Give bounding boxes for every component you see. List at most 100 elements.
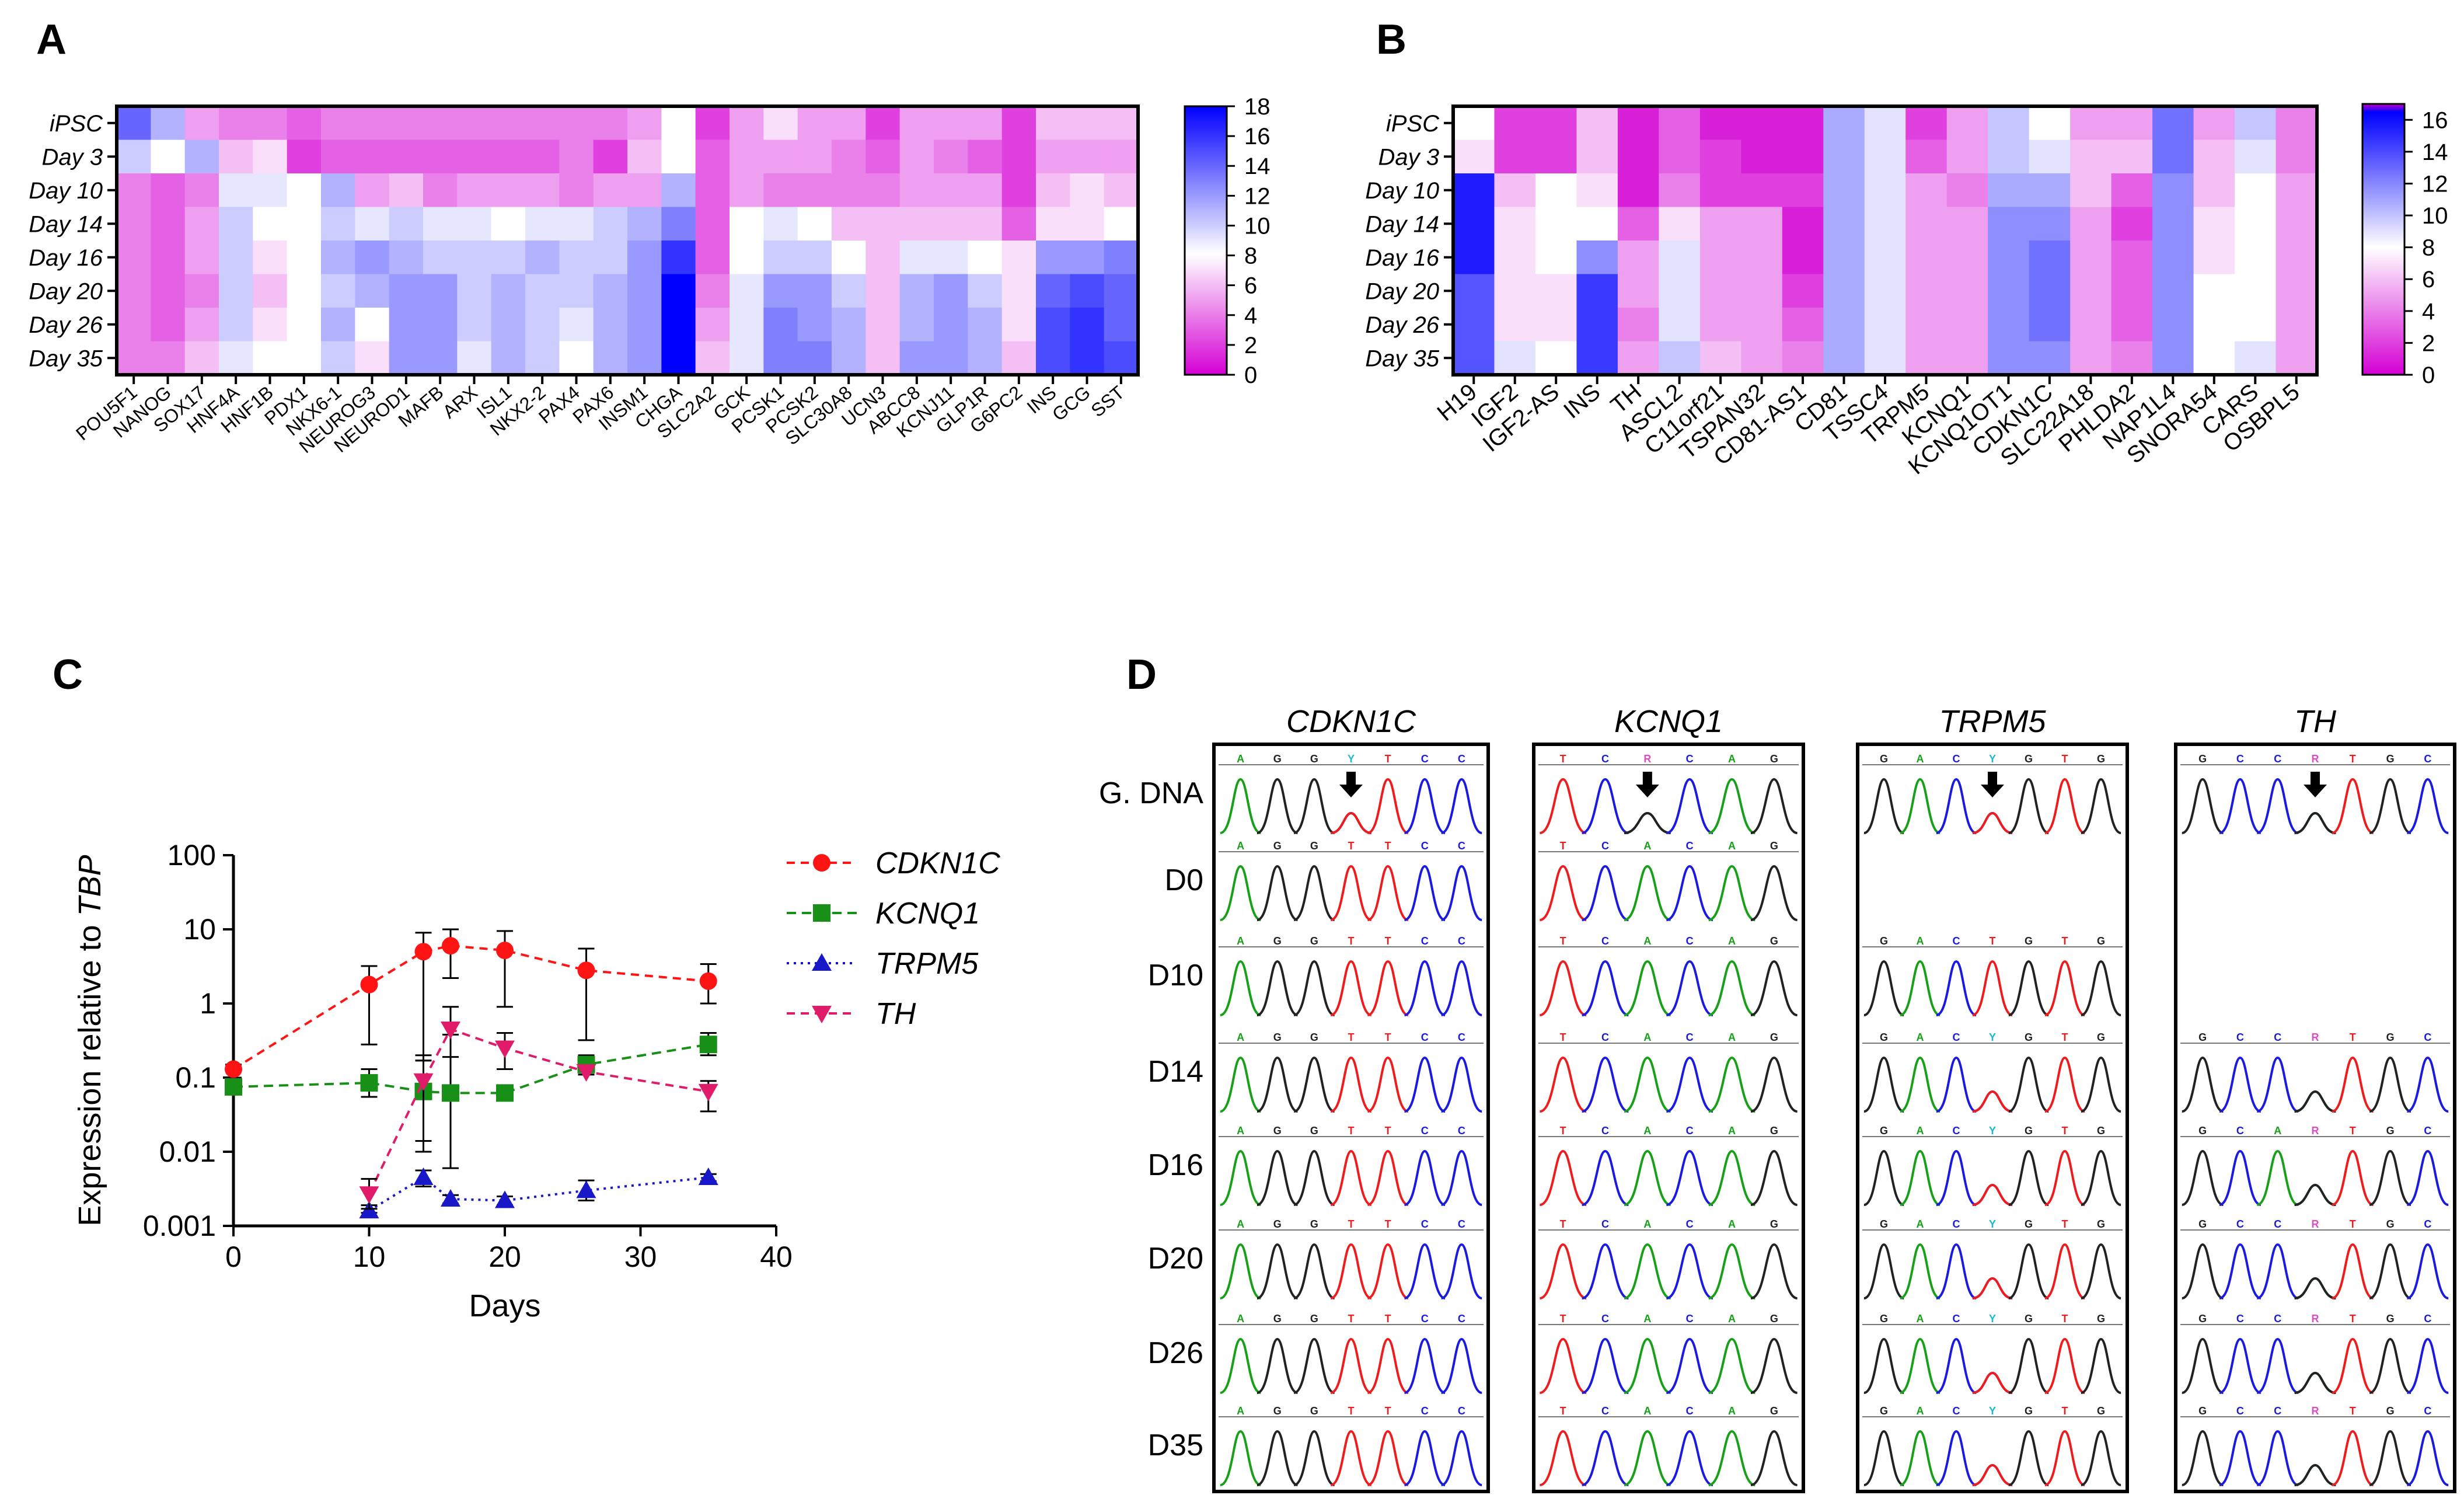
heatmap-cell	[832, 341, 866, 375]
row-label: D26	[1148, 1336, 1203, 1370]
trace-peak	[1539, 778, 1587, 834]
base-call: A	[1728, 753, 1736, 765]
base-call: R	[2312, 1405, 2319, 1417]
heatmap-cell	[389, 207, 424, 241]
base-call: T	[2350, 1031, 2356, 1043]
legend-marker	[812, 1006, 832, 1023]
heatmap-cell	[593, 241, 628, 275]
trace-peak	[1708, 1149, 1755, 1206]
heatmap-cell	[2070, 140, 2112, 174]
trace-peak	[1539, 1056, 1587, 1113]
trace-peak	[1624, 1243, 1671, 1299]
heatmap-cell	[184, 274, 219, 308]
heatmap-cell	[1823, 274, 1865, 308]
trace-peak	[1582, 1243, 1629, 1299]
base-call: C	[1458, 1218, 1465, 1230]
heatmap-cell	[593, 274, 628, 308]
trace-peak	[1367, 1149, 1409, 1206]
base-call: C	[1601, 840, 1609, 852]
heatmap-cell	[321, 308, 355, 342]
heatmap-cell	[661, 173, 696, 208]
base-call: C	[1953, 753, 1960, 765]
column-label: ARX	[438, 382, 481, 423]
heatmap-cell	[832, 207, 866, 241]
trace-peak	[1666, 778, 1713, 834]
base-call: R	[2312, 1125, 2319, 1137]
heatmap-cell	[627, 140, 662, 174]
heatmap-cell	[1946, 308, 1988, 342]
trace-peak	[1257, 1337, 1299, 1394]
heatmap-cell	[2275, 106, 2318, 141]
heatmap-cell	[865, 140, 901, 174]
heatmap-cell	[457, 106, 492, 141]
heatmap-cell	[1988, 173, 2030, 208]
trace-peak	[1900, 960, 1941, 1016]
base-call: A	[1728, 1405, 1736, 1417]
heatmap-cell	[797, 106, 832, 141]
heatmap-cell	[2193, 341, 2235, 375]
base-call: A	[1237, 935, 1244, 947]
base-call: C	[1953, 1405, 1960, 1417]
trace-peak	[2406, 1056, 2449, 1113]
heatmap-cell	[2235, 308, 2277, 342]
heatmap-cell	[627, 308, 662, 342]
trace-peak	[1257, 1430, 1299, 1486]
colorbar-tick-label: 18	[1244, 94, 1271, 120]
colorbar-gradient	[1184, 105, 1228, 376]
base-call: T	[1560, 1125, 1566, 1137]
trace-peak	[1293, 1056, 1335, 1113]
trace-peak	[1404, 1243, 1446, 1299]
trace-peak	[2294, 811, 2336, 834]
series-trpm5	[359, 1168, 718, 1219]
trace-peak	[1624, 960, 1671, 1016]
base-call: C	[2274, 1313, 2281, 1325]
heatmap-cell	[797, 308, 832, 342]
base-call: C	[1601, 1405, 1609, 1417]
trace-peak	[1708, 865, 1755, 921]
base-call: A	[1728, 1125, 1736, 1137]
colorbar-gradient	[2361, 103, 2406, 376]
heatmap-cell	[355, 173, 390, 208]
heatmap-cell	[389, 341, 424, 375]
heatmap-cell	[2111, 207, 2153, 241]
heatmap-cell	[253, 241, 288, 275]
base-call: C	[1601, 1031, 1609, 1043]
data-point	[413, 1073, 434, 1091]
trace-peak	[1367, 1056, 1409, 1113]
trace-peak	[2219, 1149, 2261, 1206]
heatmap-cell	[2070, 173, 2112, 208]
trace-peak	[2008, 1430, 2049, 1486]
trace-peak	[1972, 1277, 2013, 1299]
base-call: T	[2350, 1125, 2356, 1137]
trace-peak	[2332, 1149, 2374, 1206]
panel-a: A iPSC Day 3 Day 10 Day 14 Day 16 Day 20 Day 2…	[29, 16, 1270, 457]
heatmap-cell	[865, 207, 901, 241]
trace-peak	[1582, 1149, 1629, 1206]
heatmap-cell	[661, 140, 696, 174]
data-point	[225, 1078, 242, 1096]
trace-peak	[2081, 1430, 2121, 1486]
base-call: G	[2198, 1218, 2207, 1230]
base-call: C	[1421, 1125, 1429, 1137]
base-call: C	[1953, 1125, 1960, 1137]
heatmap-cell	[1453, 274, 1495, 308]
heatmap-cell	[899, 241, 934, 275]
base-call: G	[1880, 1218, 1888, 1230]
heatmap-cell	[184, 140, 219, 174]
heatmap-cell	[899, 106, 934, 141]
gene-title: TH	[2294, 704, 2337, 739]
base-call: T	[2062, 1405, 2068, 1417]
trace-peak	[2008, 1243, 2049, 1299]
chromatogram-frame	[1856, 743, 2129, 1493]
trace-peak	[1220, 1149, 1261, 1206]
data-point	[699, 1036, 717, 1054]
arrow-down-icon	[1981, 772, 2004, 797]
trace-peak	[1330, 1430, 1372, 1486]
trace-peak	[2182, 778, 2224, 834]
base-call: C	[1601, 1313, 1609, 1325]
heatmap-cell	[1659, 173, 1701, 208]
trace-peak	[1404, 865, 1446, 921]
